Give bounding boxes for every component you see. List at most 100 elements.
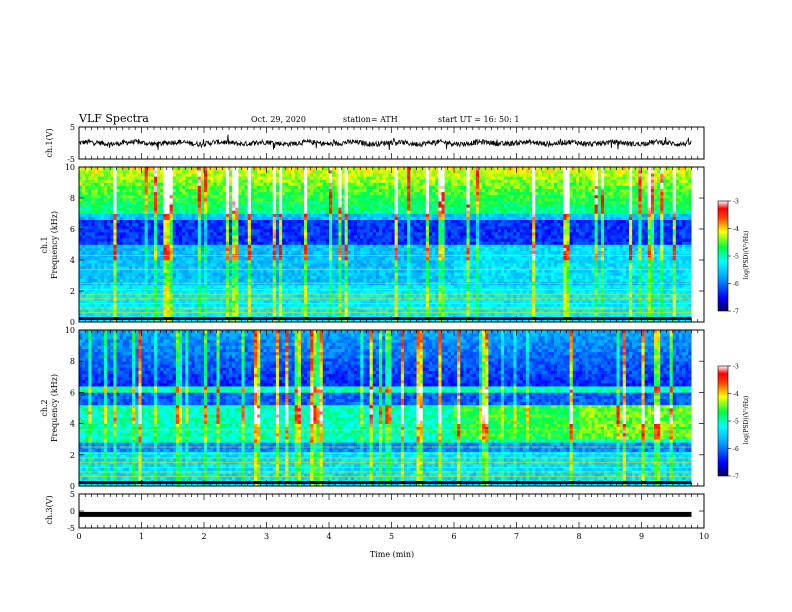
spectrogram-cell <box>175 272 180 276</box>
spectrogram-cell <box>382 269 386 273</box>
spectrogram-cell <box>350 318 355 323</box>
spectrogram-cell <box>394 309 399 313</box>
spectrogram-cell <box>179 256 183 261</box>
spectrogram-cell <box>650 269 655 273</box>
spectrogram-cell <box>157 272 161 276</box>
spectrogram-cell <box>200 269 205 273</box>
spectrogram-cell <box>107 294 111 298</box>
spectrogram-cell <box>379 309 383 313</box>
spectrogram-cell <box>519 291 524 295</box>
spectrogram-cell <box>360 275 364 279</box>
spectrogram-cell <box>360 309 364 313</box>
spectrogram-cell <box>200 294 205 298</box>
spectrogram-cell <box>175 294 180 298</box>
spectrogram-cell <box>116 284 120 289</box>
spectrogram-cell <box>344 266 349 270</box>
spectrogram-cell <box>675 300 680 304</box>
spectrogram-cell <box>169 278 174 282</box>
spectrogram-cell <box>491 272 495 276</box>
spectrogram-cell <box>513 278 517 282</box>
spectrogram-cell <box>404 250 408 255</box>
spectrogram-cell <box>166 284 170 289</box>
spectrogram-cell <box>335 284 339 289</box>
spectrogram-cell <box>157 256 161 261</box>
spectrogram-cell <box>494 294 499 298</box>
spectrogram-cell <box>210 294 214 298</box>
spectrogram-cell <box>200 250 205 255</box>
spectrogram-cell <box>529 275 533 279</box>
spectrogram-cell <box>410 260 414 264</box>
spectrogram-cell <box>547 260 552 264</box>
spectrogram-cell <box>244 263 249 267</box>
spectrogram-cell <box>497 256 502 261</box>
spectrogram-cell <box>316 284 320 289</box>
spectrogram-cell <box>382 303 386 307</box>
spectrogram-cell <box>272 291 277 295</box>
spectrogram-cell <box>569 312 574 317</box>
spectrogram-cell <box>638 275 642 279</box>
spectrogram-cell <box>154 284 158 289</box>
spectrogram-cell <box>600 275 605 279</box>
spectrogram-cell <box>554 300 558 304</box>
spectrogram-cell <box>335 260 339 264</box>
spectrogram-cell <box>322 300 327 304</box>
spectrogram-cell <box>197 294 202 298</box>
spectrogram-cell <box>285 244 289 248</box>
spectrogram-cell <box>532 300 536 304</box>
spectrogram-cell <box>622 263 627 267</box>
spectrogram-cell <box>82 291 86 295</box>
spectrogram-cell <box>375 272 380 276</box>
spectrogram-cell <box>594 309 599 313</box>
spectrogram-cell <box>494 269 499 273</box>
spectrogram-cell <box>469 312 474 317</box>
spectrogram-cell <box>404 303 408 307</box>
spectrogram-cell <box>207 275 211 279</box>
spectrogram-cell <box>688 309 692 313</box>
spectrogram-cell <box>79 275 83 279</box>
spectrogram-cell <box>657 291 661 295</box>
spectrogram-cell <box>329 266 333 270</box>
spectrogram-cell <box>563 275 567 279</box>
spectrogram-cell <box>91 303 95 307</box>
spectrogram-cell <box>541 247 545 251</box>
spectrogram-cell <box>263 318 267 323</box>
spectrogram-cell <box>363 294 367 298</box>
spectrogram-cell <box>650 291 655 295</box>
spectrogram-cell <box>685 291 689 295</box>
spectrogram-cell <box>297 312 302 317</box>
spectrogram-cell <box>135 256 139 261</box>
spectrogram-cell <box>410 291 414 295</box>
spectrogram-cell <box>200 278 205 282</box>
spectrogram-cell <box>513 300 517 304</box>
spectrogram-cell <box>472 269 477 273</box>
spectrogram-cell <box>344 300 349 304</box>
spectrogram-cell <box>579 318 583 323</box>
spectrogram-cell <box>507 318 511 323</box>
spectrogram-cell <box>416 250 420 255</box>
spectrogram-cell <box>116 250 120 255</box>
spectrogram-cell <box>310 244 314 248</box>
spectrogram-cell <box>82 263 86 267</box>
spectrogram-cell <box>416 300 420 304</box>
spectrogram-cell <box>182 263 186 267</box>
spectrogram-cell <box>472 303 477 307</box>
spectrogram-cell <box>560 269 564 273</box>
spectrogram-cell <box>591 300 595 304</box>
spectrogram-cell <box>166 294 170 298</box>
spectrogram-cell <box>154 309 158 313</box>
spectrogram-cell <box>566 247 570 251</box>
spectrogram-cell <box>397 312 402 317</box>
spectrogram-cell <box>122 300 127 304</box>
spectrogram-cell <box>185 309 189 313</box>
spectrogram-cell <box>200 303 205 307</box>
spectrogram-cell <box>350 284 355 289</box>
spectrogram-cell <box>400 300 405 304</box>
spectrogram-cell <box>485 272 489 276</box>
spectrogram-cell <box>672 294 677 298</box>
spectrogram-cell <box>154 318 158 323</box>
spectrogram-cell <box>500 284 505 289</box>
spectrogram-cell <box>619 275 624 279</box>
spectrogram-cell <box>557 294 561 298</box>
spectrogram-cell <box>244 275 249 279</box>
spectrogram-cell <box>310 312 314 317</box>
